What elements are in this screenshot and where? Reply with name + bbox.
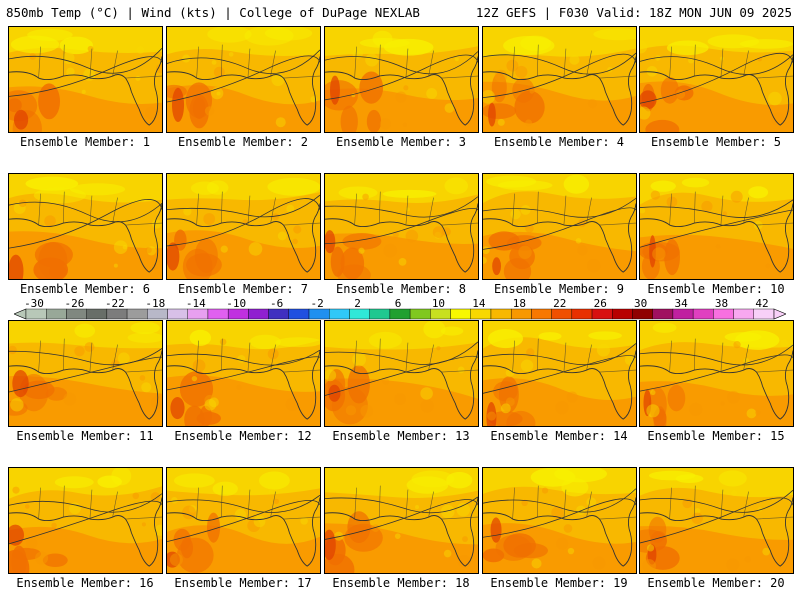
colorbar-swatch [167,308,188,320]
ensemble-map-panel [8,26,163,133]
ensemble-map-panel [639,320,794,427]
colorbar-swatch [369,308,391,320]
ensemble-member-label: Ensemble Member: 9 [493,282,625,296]
ensemble-member-label: Ensemble Member: 11 [16,429,154,443]
temperature-colorbar [14,308,786,320]
ensemble-member-label: Ensemble Member: 18 [332,576,470,590]
ensemble-member-label: Ensemble Member: 4 [493,135,625,149]
colorbar-tick-label: 30 [634,297,648,310]
ensemble-map-panel [324,173,479,280]
colorbar-swatch [531,308,552,320]
ensemble-map-panel [8,173,163,280]
colorbar-tick-label: -22 [104,297,125,310]
colorbar-swatch [308,308,330,320]
colorbar-tick-label: -18 [145,297,166,310]
ensemble-member-label: Ensemble Member: 10 [647,282,785,296]
ensemble-member-label: Ensemble Member: 7 [177,282,309,296]
ensemble-map-panel [639,173,794,280]
colorbar-swatch [187,308,209,320]
colorbar-tick-label: 22 [553,297,567,310]
ensemble-member-label: Ensemble Member: 20 [647,576,785,590]
colorbar-swatch [632,308,653,320]
ensemble-map-panel [482,26,637,133]
ensemble-member-label: Ensemble Member: 3 [335,135,467,149]
colorbar-swatch [470,308,492,320]
colorbar-tick-label: 26 [593,297,607,310]
colorbar-swatch [510,308,532,320]
colorbar-swatch [389,308,411,320]
ensemble-map-panel [166,467,321,574]
colorbar-swatch [591,308,613,320]
ensemble-map-panel [639,26,794,133]
colorbar-tick-label: -6 [270,297,284,310]
colorbar-swatch [672,308,694,320]
colorbar-swatch [450,308,471,320]
colorbar-swatch [430,308,451,320]
colorbar-swatch [126,308,148,320]
ensemble-map-panel [482,173,637,280]
colorbar-swatch [612,308,633,320]
colorbar-swatch [551,308,573,320]
ensemble-map-panel [324,320,479,427]
colorbar-swatch [733,308,754,320]
ensemble-member-label: Ensemble Member: 13 [332,429,470,443]
colorbar-swatch [25,308,47,320]
ensemble-map-panel [8,467,163,574]
ensemble-map-panel [639,467,794,574]
colorbar-swatch [713,308,734,320]
ensemble-member-label: Ensemble Member: 19 [490,576,628,590]
colorbar-swatch [66,308,87,320]
ensemble-map-panel [8,320,163,427]
colorbar-tick-label: 6 [394,297,402,310]
colorbar-swatch [288,308,310,320]
colorbar-swatch [692,308,714,320]
ensemble-member-label: Ensemble Member: 1 [19,135,151,149]
ensemble-map-panel [324,26,479,133]
colorbar-swatch [86,308,108,320]
colorbar-swatch [46,308,67,320]
ensemble-member-label: Ensemble Member: 6 [19,282,151,296]
colorbar-tick-label: 14 [472,297,486,310]
colorbar-swatch [268,308,290,320]
ensemble-member-label: Ensemble Member: 17 [174,576,312,590]
ensemble-member-label: Ensemble Member: 8 [335,282,467,296]
colorbar-tick-label: -30 [24,297,44,310]
colorbar-tick-label: -26 [64,297,85,310]
ensemble-map-panel [482,467,637,574]
colorbar-tick-label: -14 [185,297,206,310]
colorbar-swatch [329,308,350,320]
colorbar-tick-label: -2 [310,297,324,310]
colorbar-swatch [227,308,249,320]
ensemble-member-label: Ensemble Member: 12 [174,429,312,443]
colorbar-tick-label: 38 [714,297,729,310]
colorbar-swatch [147,308,168,320]
ensemble-member-label: Ensemble Member: 16 [16,576,154,590]
colorbar-swatch [248,308,269,320]
ensemble-member-label: Ensemble Member: 2 [177,135,309,149]
colorbar-tick-label: 10 [431,297,446,310]
ensemble-map-panel [482,320,637,427]
map-title: 850mb Temp (°C) | Wind (kts) | College o… [6,5,420,20]
colorbar-swatch [207,308,229,320]
colorbar-swatch [652,308,674,320]
colorbar-tick-label: 2 [354,297,361,310]
ensemble-member-label: Ensemble Member: 5 [650,135,782,149]
colorbar-swatch [409,308,431,320]
colorbar-swatch [106,308,128,320]
ensemble-map-panel [166,173,321,280]
ensemble-member-label: Ensemble Member: 14 [490,429,628,443]
colorbar-swatch [753,308,775,320]
run-valid-time: 12Z GEFS | F030 Valid: 18Z MON JUN 09 20… [475,5,792,20]
colorbar-swatch [490,308,512,320]
colorbar-tick-label: -10 [226,297,247,310]
colorbar-tick-label: 34 [674,297,688,310]
ensemble-member-label: Ensemble Member: 15 [647,429,785,443]
ensemble-map-panel [166,26,321,133]
ensemble-map-panel [166,320,321,427]
ensemble-map-panel [324,467,479,574]
colorbar-swatch [349,308,370,320]
colorbar-tick-label: 18 [512,297,526,310]
colorbar-swatch [571,308,593,320]
colorbar-tick-label: 42 [755,297,769,310]
